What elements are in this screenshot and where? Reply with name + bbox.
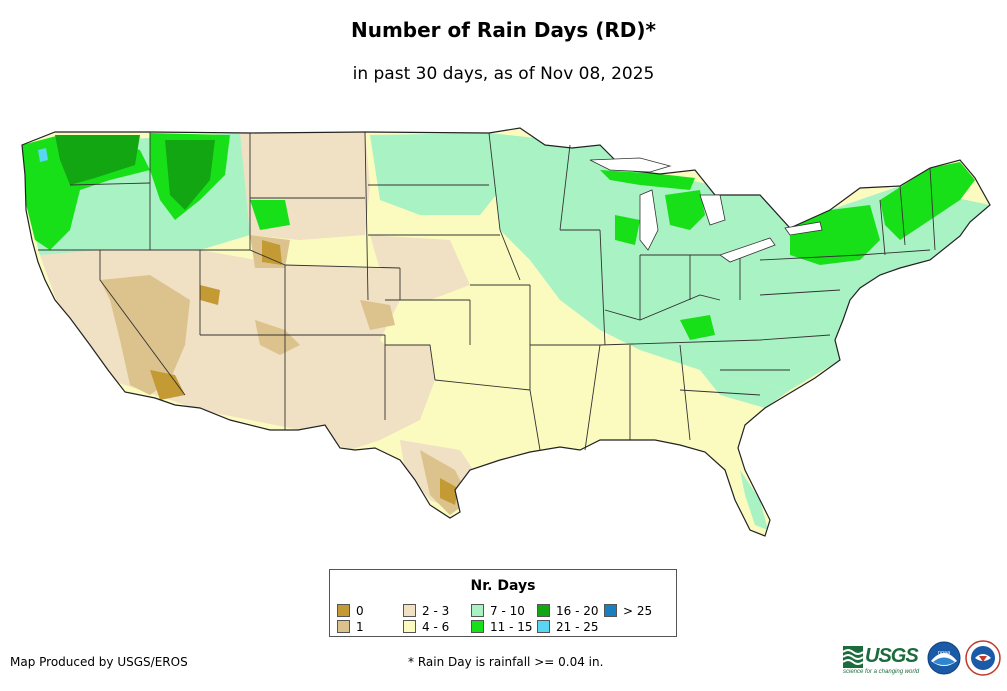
state-boundaries <box>38 131 936 451</box>
region-7-10-southeast-coast <box>700 370 790 408</box>
region-11-15-new-york <box>790 205 880 265</box>
legend-swatch-16-20 <box>537 604 550 617</box>
map-title: Number of Rain Days (RD)* <box>350 18 656 42</box>
great-lakes <box>589 157 823 263</box>
svg-text:noaa: noaa <box>938 650 950 656</box>
region-11-15-lower-mi <box>665 190 705 230</box>
region-11-15-wisconsin <box>615 215 640 245</box>
legend-item-21-25: 21 - 25 <box>537 620 599 634</box>
usgs-wave-icon <box>843 646 863 668</box>
legend-swatch-2-3 <box>403 604 416 617</box>
legend-item-7-10: 7 - 10 <box>471 604 525 618</box>
legend-item-over-25: > 25 <box>604 604 652 618</box>
region-0-utah <box>200 285 220 305</box>
usgs-wordmark: USGS <box>865 645 919 667</box>
region-11-15-upper-mi <box>600 170 695 190</box>
rain-day-footnote: * Rain Day is rainfall >= 0.04 in. <box>408 655 604 669</box>
region-7-10-florida <box>740 470 768 530</box>
legend-swatch-11-15 <box>471 620 484 633</box>
region-0-texas <box>440 478 458 505</box>
legend: Nr. Days 0 1 2 - 3 4 - 6 7 - 10 11 - 15 … <box>329 569 677 637</box>
legend-label: 7 - 10 <box>490 604 525 618</box>
map-credit: Map Produced by USGS/EROS <box>10 655 188 669</box>
region-1-arizona <box>255 320 300 355</box>
legend-swatch-21-25 <box>537 620 550 633</box>
legend-swatch-over-25 <box>604 604 617 617</box>
region-1-nevada <box>100 275 190 395</box>
legend-label: > 25 <box>623 604 653 618</box>
lake-huron <box>699 194 726 226</box>
region-2-3-kansas <box>370 235 470 300</box>
region-16-20-washington <box>55 135 140 185</box>
usgs-tagline: science for a changing world <box>843 669 920 675</box>
region-11-15-new-england <box>880 162 975 240</box>
legend-item-11-15: 11 - 15 <box>471 620 533 634</box>
legend-item-2-3: 2 - 3 <box>403 604 449 618</box>
legend-label: 16 - 20 <box>556 604 599 618</box>
region-1-colorado <box>360 300 395 330</box>
national-weather-service-logo-icon <box>965 640 1001 676</box>
legend-item-16-20: 16 - 20 <box>537 604 599 618</box>
legend-item-1: 1 <box>337 620 364 634</box>
region-7-10-dakotas <box>370 133 500 215</box>
legend-label: 2 - 3 <box>422 604 450 618</box>
region-11-15-kentucky <box>680 315 715 340</box>
legend-item-0: 0 <box>337 604 364 618</box>
lake-erie <box>719 237 776 263</box>
legend-item-4-6: 4 - 6 <box>403 620 449 634</box>
legend-swatch-1 <box>337 620 350 633</box>
lake-superior <box>589 157 672 173</box>
lake-ontario <box>784 221 823 236</box>
region-7-10-midwest-east <box>489 133 990 390</box>
legend-label: 0 <box>356 604 364 618</box>
legend-swatch-7-10 <box>471 604 484 617</box>
region-21-25-washington <box>38 148 48 162</box>
us-outline <box>21 127 991 537</box>
legend-title: Nr. Days <box>470 578 536 594</box>
agency-logos: USGS science for a changing world noaa <box>843 638 1003 680</box>
region-16-20-idaho <box>165 140 215 210</box>
legend-label: 1 <box>356 620 364 634</box>
rain-day-regions <box>22 132 990 530</box>
legend-label: 4 - 6 <box>422 620 450 634</box>
legend-label: 21 - 25 <box>556 620 599 634</box>
region-2-3-northern-plains <box>230 132 370 240</box>
region-11-15-wyoming <box>250 200 290 230</box>
noaa-logo-icon: noaa <box>927 641 961 675</box>
region-0-nevada <box>150 370 185 400</box>
usgs-logo: USGS science for a changing world <box>843 644 919 675</box>
region-0-wyoming <box>262 240 282 265</box>
lake-michigan <box>639 189 659 251</box>
legend-swatch-0 <box>337 604 350 617</box>
legend-swatch-4-6 <box>403 620 416 633</box>
map-subtitle: in past 30 days, as of Nov 08, 2025 <box>352 64 655 84</box>
legend-label: 11 - 15 <box>490 620 533 634</box>
